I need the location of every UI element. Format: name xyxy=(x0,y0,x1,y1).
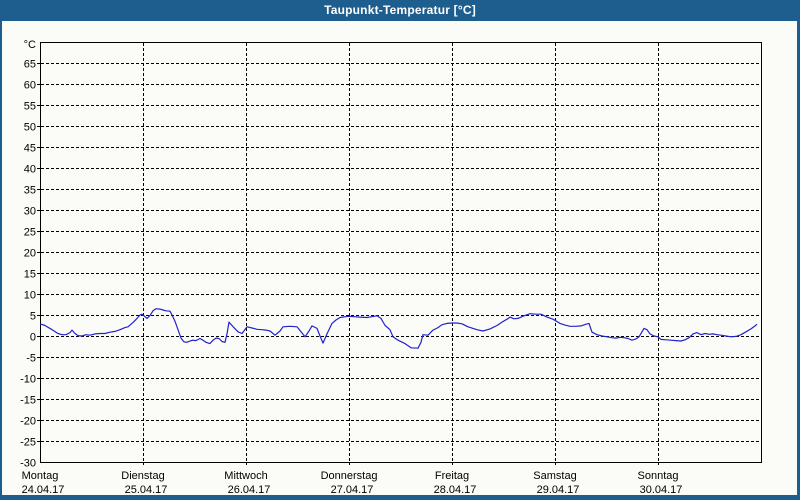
y-tick-label: 65 xyxy=(24,59,36,71)
y-tick-label: 60 xyxy=(24,80,36,92)
y-tick-label: 50 xyxy=(24,122,36,134)
y-tick-label: -25 xyxy=(20,437,36,449)
y-tick-label: 25 xyxy=(24,227,36,239)
x-day-label: Sonntag xyxy=(638,470,679,482)
y-tick-label: 45 xyxy=(24,143,36,155)
y-tick-label: 40 xyxy=(24,164,36,176)
x-date-label: 25.04.17 xyxy=(125,484,168,495)
y-tick-label: -5 xyxy=(26,353,36,365)
x-day-label: Montag xyxy=(22,470,59,482)
x-date-label: 24.04.17 xyxy=(22,484,65,495)
y-tick-label: 10 xyxy=(24,290,36,302)
y-tick-label: -15 xyxy=(20,395,36,407)
dewpoint-temperature-chart: 65605550454035302520151050-5-10-15-20-25… xyxy=(20,39,762,495)
x-date-label: 27.04.17 xyxy=(331,484,374,495)
x-day-label: Dienstag xyxy=(121,470,164,482)
y-tick-label: 30 xyxy=(24,206,36,218)
x-day-label: Samstag xyxy=(533,470,576,482)
y-tick-label: -20 xyxy=(20,416,36,428)
y-tick-label: 55 xyxy=(24,101,36,113)
window-title: Taupunkt-Temperatur [°C] xyxy=(324,3,476,17)
y-tick-label: 5 xyxy=(30,311,36,323)
x-date-label: 29.04.17 xyxy=(537,484,580,495)
y-tick-label: -30 xyxy=(20,458,36,470)
y-tick-label: 15 xyxy=(24,269,36,281)
plot-frame xyxy=(40,42,762,463)
x-day-label: Freitag xyxy=(435,470,469,482)
x-date-label: 30.04.17 xyxy=(640,484,683,495)
y-tick-label: 20 xyxy=(24,248,36,260)
x-day-label: Donnerstag xyxy=(321,470,378,482)
x-date-label: 26.04.17 xyxy=(228,484,271,495)
y-tick-label: 35 xyxy=(24,185,36,197)
y-tick-label: 0 xyxy=(30,332,36,344)
x-date-label: 28.04.17 xyxy=(434,484,477,495)
x-day-label: Mittwoch xyxy=(224,470,267,482)
window-titlebar: Taupunkt-Temperatur [°C] xyxy=(0,0,800,21)
y-axis-unit-label: °C xyxy=(24,39,36,51)
y-tick-label: -10 xyxy=(20,374,36,386)
temperature-line-taupunkt xyxy=(39,308,758,349)
chart-canvas: 65 60 55 50 45 40 35 30 25 20 15 10 5 0 -5 -10 -15 -20 -25… xyxy=(2,21,797,495)
